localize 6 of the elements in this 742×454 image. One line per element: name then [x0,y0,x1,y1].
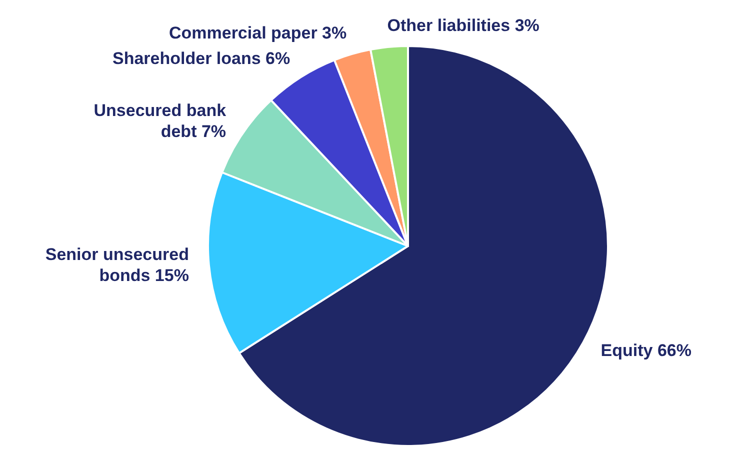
slice-label: Shareholder loans 6% [112,50,290,69]
slice-label: Other liabilities 3% [387,16,540,36]
slice-label: Equity 66% [600,341,692,360]
slice-label: Unsecured bank debt 7% [94,101,227,142]
slice-label: Commercial paper 3% [168,24,347,44]
slice-label: Senior unsecured bonds 15% [45,246,189,286]
